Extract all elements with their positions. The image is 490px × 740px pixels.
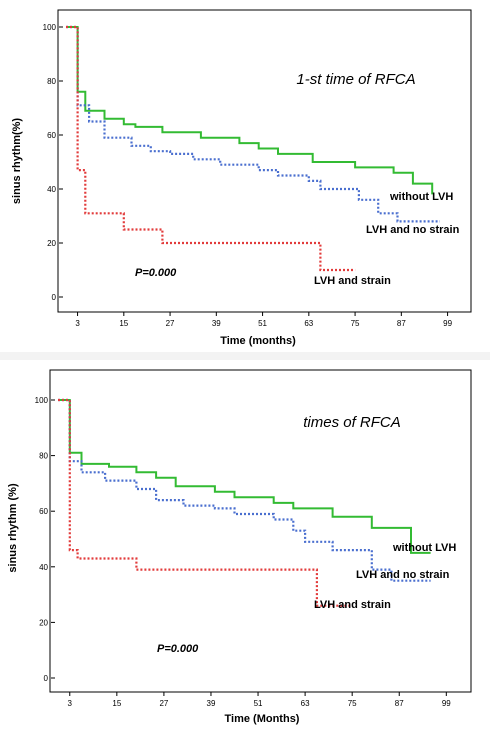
y-tick-label: 40 [39, 563, 48, 572]
x-tick-label: 87 [395, 699, 404, 708]
y-tick-label: 80 [47, 77, 56, 86]
y-tick-label: 100 [43, 23, 57, 32]
x-tick-label: 63 [301, 699, 310, 708]
series-line-lvh-no-strain [66, 25, 440, 223]
y-tick-label: 20 [39, 618, 48, 627]
x-tick-label: 39 [207, 699, 216, 708]
series-line-lvh-strain [66, 25, 356, 272]
y-axis-label: sinus rhythm (%) [7, 483, 19, 573]
x-axis-label: Time (months) [220, 335, 296, 347]
panel-separator [0, 352, 490, 360]
x-tick-label: 15 [119, 319, 128, 328]
km-chart-2: 0 20 40 60 80 100 3 15 27 39 51 63 75 87 99 times of R… [7, 369, 472, 725]
legend-label-lvh-strain: LVH and strain [314, 599, 391, 611]
y-tick-label: 80 [39, 452, 48, 461]
y-tick-label: 100 [35, 396, 49, 405]
x-tick-label: 3 [68, 699, 73, 708]
x-tick-label: 75 [351, 319, 360, 328]
x-tick-label: 15 [112, 699, 121, 708]
x-tick-label: 99 [443, 319, 452, 328]
legend-label-without-lvh: without LVH [389, 191, 453, 203]
p-value-annotation: P=0.000 [135, 267, 177, 279]
chart-panel-1st-rfca: 0 20 40 60 80 100 3 15 27 39 51 63 75 87 99 1-st time … [0, 0, 490, 352]
series-line-without-lvh [66, 26, 434, 195]
km-chart-1: 0 20 40 60 80 100 3 15 27 39 51 63 75 87 99 1-st time … [11, 9, 472, 347]
x-tick-label: 3 [75, 319, 80, 328]
legend-label-lvh-no-strain: LVH and no strain [366, 224, 460, 236]
legend-label-lvh-strain: LVH and strain [314, 275, 391, 287]
y-axis-label: sinus rhythm(%) [11, 118, 23, 205]
y-tick-label: 60 [47, 131, 56, 140]
p-value-annotation: P=0.000 [157, 643, 199, 655]
tick-layer: 0 20 40 60 80 100 3 15 27 39 51 63 75 87 99 [43, 23, 453, 328]
y-tick-label: 20 [47, 239, 56, 248]
x-tick-label: 75 [348, 699, 357, 708]
x-tick-label: 39 [212, 319, 221, 328]
y-tick-label: 40 [47, 185, 56, 194]
x-tick-label: 87 [397, 319, 406, 328]
x-axis-label: Time (Months) [225, 713, 300, 725]
legend-label-without-lvh: without LVH [392, 542, 456, 554]
plot-area [57, 9, 472, 313]
legend-label-lvh-no-strain: LVH and no strain [356, 569, 450, 581]
chart-title: times of RFCA [303, 414, 401, 431]
x-tick-label: 51 [258, 319, 267, 328]
y-tick-label: 0 [44, 674, 49, 683]
x-tick-label: 99 [442, 699, 451, 708]
chart-panel-times-rfca: 0 20 40 60 80 100 3 15 27 39 51 63 75 87 99 times of R… [0, 360, 490, 740]
y-tick-label: 0 [52, 293, 57, 302]
x-tick-label: 51 [254, 699, 263, 708]
x-tick-label: 27 [166, 319, 175, 328]
series-layer [66, 25, 440, 272]
x-tick-label: 63 [304, 319, 313, 328]
plot-area [49, 369, 472, 693]
y-tick-label: 60 [39, 507, 48, 516]
chart-title: 1-st time of RFCA [296, 71, 415, 88]
x-tick-label: 27 [159, 699, 168, 708]
tick-layer: 0 20 40 60 80 100 3 15 27 39 51 63 75 87 99 [35, 396, 452, 708]
